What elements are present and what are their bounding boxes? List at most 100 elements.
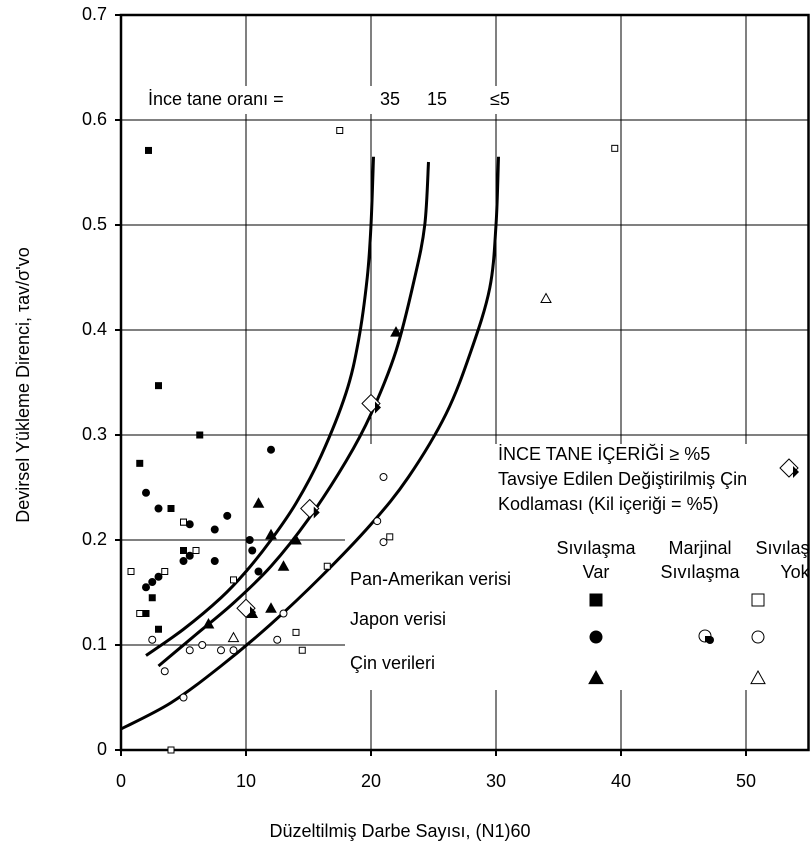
- circle-marker: [185, 551, 194, 560]
- square-marker: [145, 146, 152, 154]
- circle-marker: [373, 517, 382, 526]
- square-marker: [180, 547, 187, 554]
- square-marker: [192, 547, 200, 554]
- legend-marginal-dot: [706, 636, 714, 644]
- diamond-fill: [375, 401, 381, 414]
- diamond-marker: [361, 393, 381, 414]
- legend-column: Yok: [780, 562, 810, 582]
- y-tick-label: 0.5: [82, 214, 107, 234]
- triangle-marker: [290, 533, 302, 545]
- y-tick-label: 0.2: [82, 529, 107, 549]
- square-marker: [161, 568, 169, 575]
- triangle-marker: [227, 631, 240, 643]
- square-marker: [180, 518, 187, 526]
- square-marker: [155, 382, 162, 390]
- boundary-curve: [120, 156, 500, 731]
- circle-marker: [179, 557, 188, 565]
- circle-marker: [154, 572, 163, 581]
- triangle-marker: [277, 560, 290, 571]
- circle-marker: [148, 578, 157, 586]
- triangle-marker: [588, 669, 604, 685]
- circle-marker: [223, 511, 232, 520]
- y-tick-label: 0.1: [82, 634, 107, 654]
- square-marker: [386, 533, 394, 541]
- square-marker: [336, 127, 344, 134]
- x-tick-label: 20: [361, 771, 381, 791]
- circle-marker: [154, 504, 163, 513]
- diamond-marker: [779, 458, 799, 478]
- x-tick-label: 40: [611, 771, 631, 791]
- square-marker: [148, 594, 156, 602]
- triangle-marker: [265, 528, 277, 540]
- square-marker: [167, 505, 175, 512]
- diamond-fill: [250, 606, 256, 619]
- square-marker: [589, 593, 603, 607]
- circle-marker: [185, 646, 194, 655]
- square-marker: [167, 746, 175, 754]
- circle-marker: [210, 525, 219, 534]
- circle-marker: [267, 445, 275, 454]
- circle-marker: [254, 567, 263, 576]
- square-marker: [136, 459, 144, 467]
- x-tick-label: 30: [486, 771, 506, 791]
- y-tick-label: 0.4: [82, 319, 107, 339]
- square-marker: [292, 628, 300, 636]
- annotation-background: [140, 86, 535, 114]
- diamond-fill: [793, 466, 799, 478]
- triangle-marker: [265, 602, 277, 613]
- circle-marker: [210, 557, 219, 565]
- diamond-marker: [300, 498, 320, 519]
- y-tick-label: 0.3: [82, 424, 107, 444]
- circle-marker: [248, 546, 257, 555]
- legend-heading: Kodlaması (Kil içeriği = %5): [498, 494, 719, 514]
- circle-marker: [379, 473, 388, 481]
- plot-frame: [119, 13, 810, 752]
- circle-marker: [160, 667, 169, 676]
- circle-marker: [279, 609, 288, 618]
- legend-column: Var: [583, 562, 610, 582]
- triangle-marker: [252, 497, 265, 508]
- legend-heading: Tavsiye Edilen Değiştirilmiş Çin: [498, 469, 747, 489]
- circle-marker: [198, 641, 207, 649]
- triangle-marker: [390, 326, 402, 337]
- circle-marker: [179, 693, 188, 702]
- boundary-curve: [157, 161, 430, 668]
- y-tick-label: 0: [97, 739, 107, 759]
- legend-row: Pan-Amerikan verisi: [350, 569, 511, 589]
- y-axis-label: Devirsel Yükleme Direnci, τav/σ'vo: [13, 247, 33, 522]
- legend-column: Sıvılaşma: [755, 538, 810, 558]
- y-tick-label: 0.6: [82, 109, 107, 129]
- curve-label: ≤5: [490, 89, 510, 109]
- circle-marker: [142, 488, 150, 497]
- circle-marker: [229, 646, 238, 655]
- x-axis-label: Düzeltilmiş Darbe Sayısı, (N1)60: [269, 821, 530, 841]
- curve-label: 35: [380, 89, 400, 109]
- circle-marker: [217, 646, 225, 655]
- diamond-fill: [313, 506, 320, 519]
- circle-marker: [148, 635, 157, 644]
- square-marker: [611, 144, 619, 152]
- square-marker: [127, 568, 135, 575]
- legend-row: Japon verisi: [350, 609, 446, 629]
- circle-marker: [142, 583, 150, 592]
- x-tick-label: 50: [736, 771, 756, 791]
- circle-marker: [751, 630, 765, 644]
- square-marker: [136, 610, 144, 617]
- legend-heading: İNCE TANE İÇERİĞİ ≥ %5: [498, 443, 710, 464]
- y-tick-label: 0.7: [82, 4, 107, 24]
- square-marker: [298, 646, 306, 654]
- curve-label: 15: [427, 89, 447, 109]
- legend-column: Sıvılaşma: [556, 538, 636, 558]
- diamond-marker: [236, 598, 256, 619]
- triangle-marker: [750, 669, 766, 685]
- circle-marker: [245, 536, 254, 544]
- boundary-curve: [145, 156, 375, 657]
- circle-marker: [273, 635, 282, 644]
- square-marker: [751, 593, 765, 607]
- square-marker: [155, 625, 162, 633]
- triangle-marker: [540, 292, 552, 303]
- x-tick-label: 10: [236, 771, 256, 791]
- legend-background: [345, 444, 810, 690]
- square-marker: [230, 576, 237, 584]
